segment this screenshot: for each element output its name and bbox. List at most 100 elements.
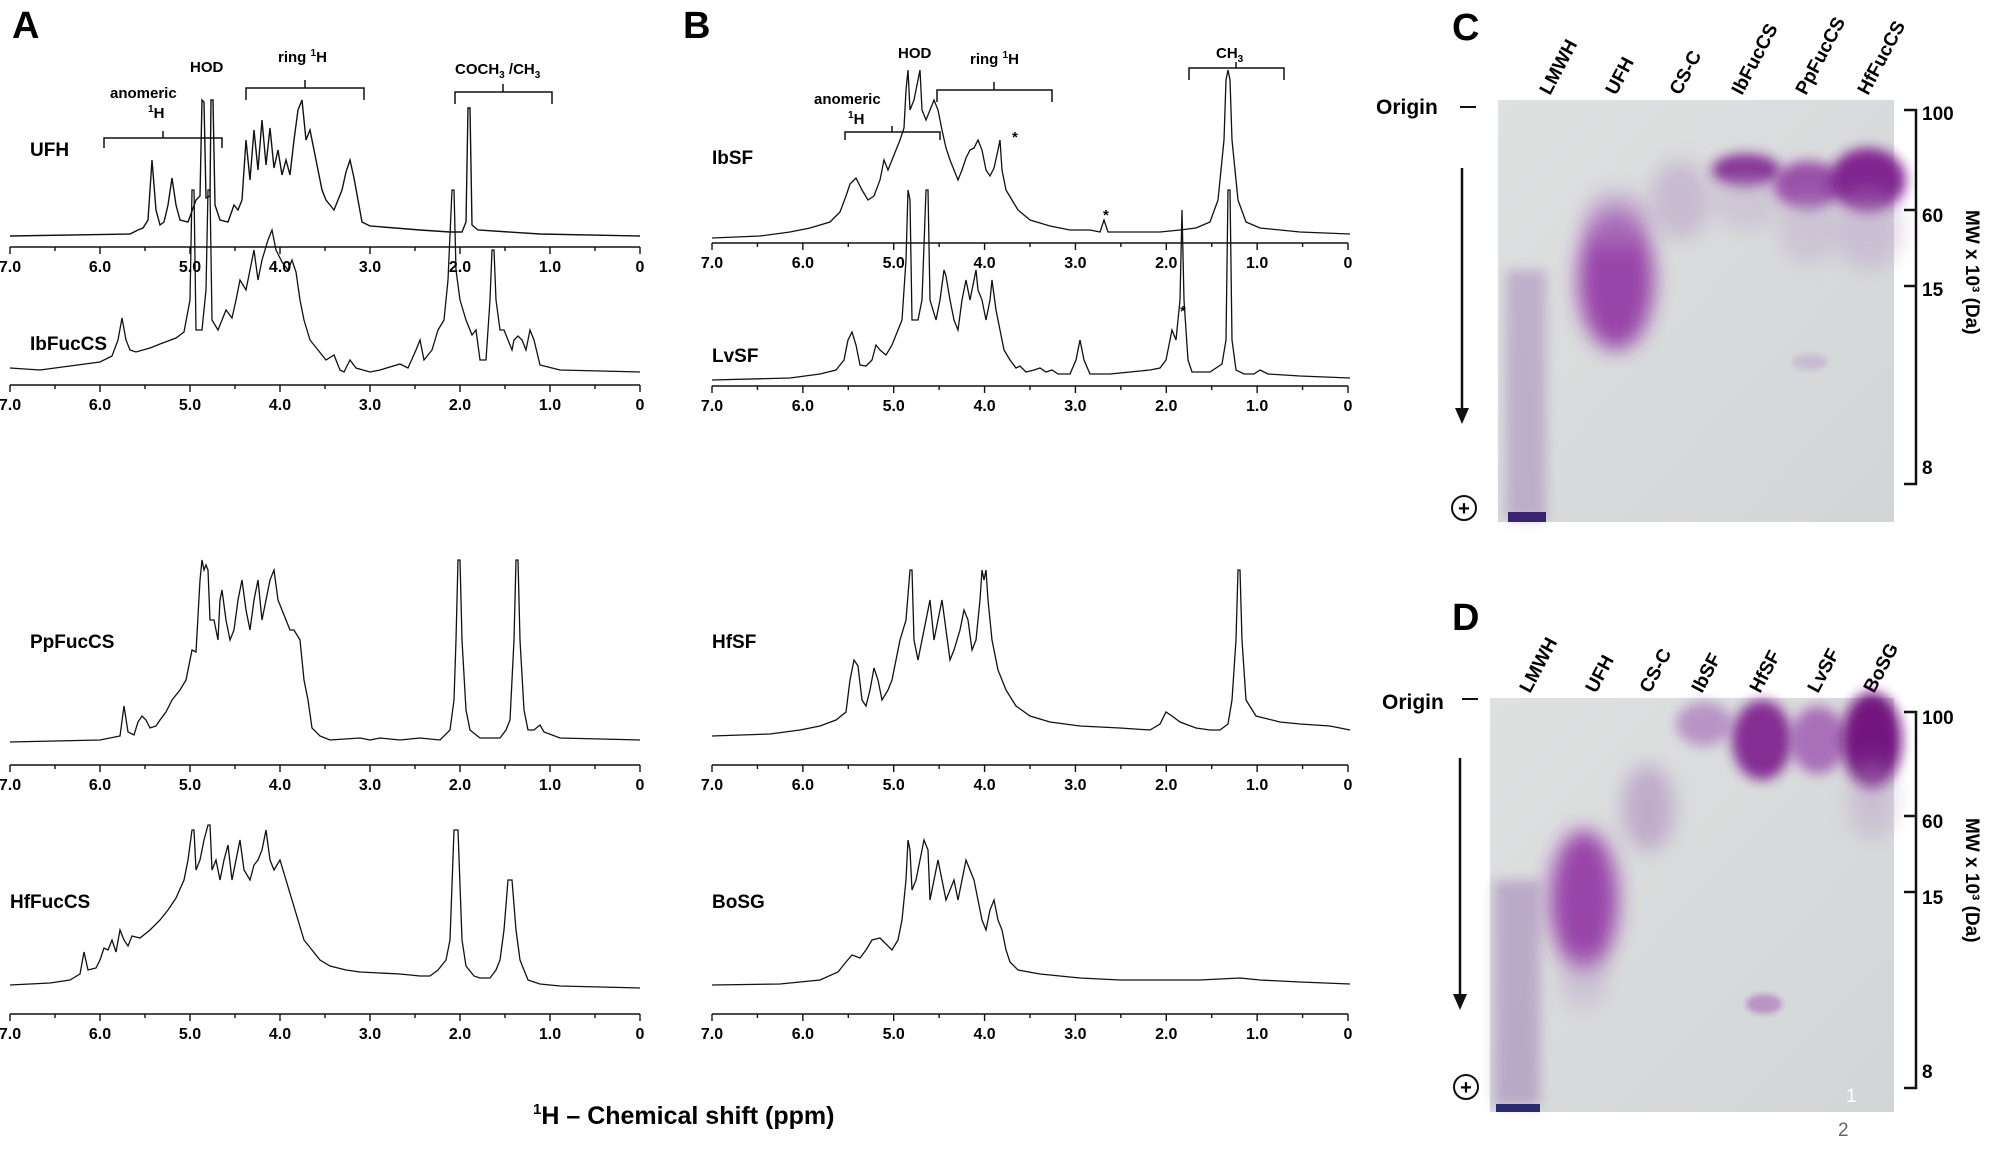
tick-label-b4-5: 2.0 <box>1155 1026 1177 1043</box>
spectrum-label-ibfuccs: IbFucCS <box>30 334 107 355</box>
tick-label-b2-6: 1.0 <box>1246 398 1268 415</box>
tick-label-a3-2: 5.0 <box>179 777 201 794</box>
spectrum-ibfuccs <box>9 189 641 373</box>
mw-tick-8-c: 8 <box>1922 458 1933 479</box>
tick-label-a3-0: 7.0 <box>0 777 21 794</box>
panel-d-letter: D <box>1452 597 1479 639</box>
band-hfsf-d <box>1732 700 1792 780</box>
tick-label-b1-0: 7.0 <box>701 255 723 272</box>
tick-label-b3-6: 1.0 <box>1246 777 1268 794</box>
tick-label-b1-1: 6.0 <box>792 255 814 272</box>
lane-label-ibsf-d: IbSF <box>1688 650 1726 696</box>
hod-label: HOD <box>190 59 224 76</box>
band-lmwh-c <box>1506 270 1546 520</box>
tick-label-a2-5: 2.0 <box>449 397 471 414</box>
tick-label-a1-5: 2.0 <box>449 259 471 276</box>
mw-tick-15-c: 15 <box>1922 280 1944 301</box>
tick-label-a1-0: 7.0 <box>0 259 21 276</box>
tick-label-a4-5: 2.0 <box>449 1026 471 1043</box>
mw-axis-label-c: MW x 10³ (Da) <box>1961 210 1982 335</box>
tick-label-a3-6: 1.0 <box>539 777 561 794</box>
tick-label-b1-4: 3.0 <box>1064 255 1086 272</box>
lane-label-bosg-d: BoSG <box>1860 640 1903 696</box>
anomeric-label-b: anomeric <box>814 91 881 108</box>
tick-label-b2-3: 4.0 <box>973 398 995 415</box>
ch3-bracket-b <box>1188 62 1285 80</box>
tick-label-b2-1: 6.0 <box>792 398 814 415</box>
tick-label-b3-2: 5.0 <box>883 777 905 794</box>
mw-tick-100-d: 100 <box>1922 708 1954 729</box>
tick-label-a3-4: 3.0 <box>359 777 381 794</box>
panel-b-letter: B <box>683 5 710 47</box>
spectrum-ibsf <box>711 69 1351 239</box>
star-lvsf: * <box>1180 303 1186 320</box>
tick-label-a2-0: 7.0 <box>0 397 21 414</box>
star-ibsf-2: * <box>1103 207 1109 224</box>
panel-c-lane-labels: LMWH UFH CS-C IbFucCS PpFucCS HfFucCS <box>1536 14 1910 98</box>
tick-label-b3-3: 4.0 <box>973 777 995 794</box>
coch3-bracket <box>454 84 553 104</box>
band-lmwh-d <box>1494 880 1540 1106</box>
band-csc-d <box>1622 764 1674 852</box>
tick-label-b1-3: 4.0 <box>973 255 995 272</box>
axis-ticks: 7.0 6.0 5.0 4.0 3.0 2.0 1.0 0 7.0 6.0 5.0 4.0 3.0 2.0… <box>0 243 1353 1043</box>
tick-label-b4-2: 5.0 <box>883 1026 905 1043</box>
lane-label-hffuccs-c: HfFucCS <box>1854 18 1910 99</box>
spectrum-label-hffuccs: HfFucCS <box>10 892 90 913</box>
tick-label-a1-7: 0 <box>636 259 645 276</box>
tick-label-a2-7: 0 <box>636 397 645 414</box>
tick-label-b4-0: 7.0 <box>701 1026 723 1043</box>
mw-tick-60-c: 60 <box>1922 206 1943 227</box>
mw-tick-8-d: 8 <box>1922 1062 1933 1083</box>
anomeric-sub-label-b: 1H <box>848 110 864 128</box>
star-ibsf-1: * <box>1012 129 1018 146</box>
hod-label-b: HOD <box>898 45 932 62</box>
anomeric-sub-label: 1H <box>148 104 164 122</box>
plus-symbol-c <box>1451 495 1477 521</box>
ring-bracket-b <box>936 82 1053 102</box>
lane-label-lvsf-d: LvSF <box>1804 645 1844 696</box>
lane-label-csc-c: CS-C <box>1666 47 1706 98</box>
tick-label-a4-3: 4.0 <box>269 1026 291 1043</box>
lane-label-ibfuccs-c: IbFucCS <box>1728 20 1783 98</box>
spectrum-ufh <box>9 98 641 237</box>
lane-label-lmwh-c: LMWH <box>1536 36 1582 98</box>
origin-label-c: Origin <box>1376 96 1438 119</box>
tick-label-b4-1: 6.0 <box>792 1026 814 1043</box>
tick-label-b3-4: 3.0 <box>1064 777 1086 794</box>
tick-label-b3-7: 0 <box>1344 777 1353 794</box>
mw-tick-100-c: 100 <box>1922 104 1954 125</box>
ring-bracket <box>245 80 365 100</box>
tick-label-b2-7: 0 <box>1344 398 1353 415</box>
band-csc-c <box>1650 160 1710 240</box>
tick-label-a2-4: 3.0 <box>359 397 381 414</box>
tick-label-a4-0: 7.0 <box>0 1026 21 1043</box>
x-axis-label: 1H – Chemical shift (ppm) <box>533 1101 834 1130</box>
mw-axis-label-d: MW x 10³ (Da) <box>1961 818 1982 943</box>
tick-label-b4-6: 1.0 <box>1246 1026 1268 1043</box>
tick-label-b1-5: 2.0 <box>1155 255 1177 272</box>
tick-label-a1-4: 3.0 <box>359 259 381 276</box>
mw-tick-15-d: 15 <box>1922 888 1944 909</box>
tick-label-a3-3: 4.0 <box>269 777 291 794</box>
tick-label-a2-2: 5.0 <box>179 397 201 414</box>
tick-label-a1-3: 4.0 <box>269 259 291 276</box>
panel-a-annotations: anomeric 1H HOD ring 1H COCH3 /CH3 <box>103 48 553 148</box>
lane-label-ufh-c: UFH <box>1602 54 1639 98</box>
tick-label-b2-5: 2.0 <box>1155 398 1177 415</box>
tick-label-b3-1: 6.0 <box>792 777 814 794</box>
spectrum-label-lvsf: LvSF <box>712 346 758 367</box>
tick-label-a2-1: 6.0 <box>89 397 111 414</box>
tick-label-b2-2: 5.0 <box>883 398 905 415</box>
tick-label-a3-1: 6.0 <box>89 777 111 794</box>
band-lvsf-d <box>1790 706 1846 774</box>
spectrum-label-ibsf: IbSF <box>712 148 753 169</box>
corner-number-1: 1 <box>1846 1086 1857 1107</box>
tick-label-a1-2: 5.0 <box>179 259 201 276</box>
lane-label-ufh-d: UFH <box>1582 652 1619 696</box>
tick-label-b3-0: 7.0 <box>701 777 723 794</box>
tick-label-a4-1: 6.0 <box>89 1026 111 1043</box>
tick-label-a3-7: 0 <box>636 777 645 794</box>
tick-label-a3-5: 2.0 <box>449 777 471 794</box>
panel-d-lane-labels: LMWH UFH CS-C IbSF HfSF LvSF BoSG <box>1516 634 1903 696</box>
